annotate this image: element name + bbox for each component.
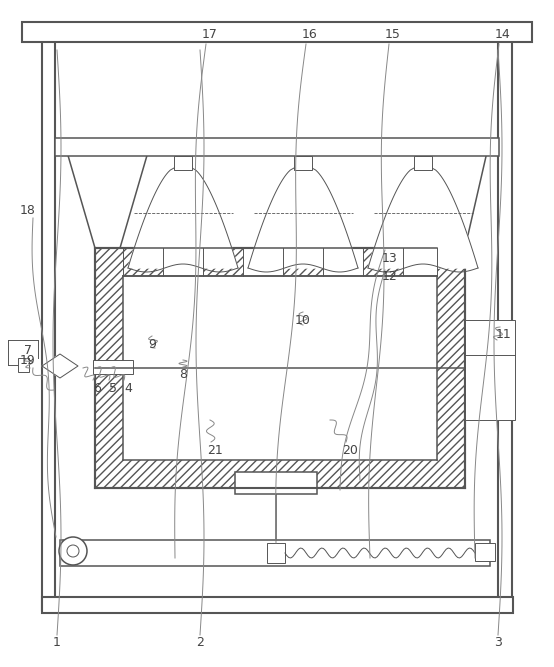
Circle shape <box>59 537 87 565</box>
Polygon shape <box>248 168 358 268</box>
Text: 20: 20 <box>342 444 358 456</box>
Bar <box>18 358 29 372</box>
Text: 3: 3 <box>494 636 502 650</box>
Bar <box>465 320 515 420</box>
Bar <box>403 248 437 276</box>
Text: 14: 14 <box>495 29 511 41</box>
Polygon shape <box>67 152 148 248</box>
Text: 15: 15 <box>385 29 401 41</box>
Text: 9: 9 <box>148 338 156 350</box>
Circle shape <box>67 545 79 557</box>
Bar <box>42 597 513 613</box>
Text: 17: 17 <box>202 29 218 41</box>
Bar <box>163 248 203 276</box>
Text: 12: 12 <box>382 271 398 283</box>
Text: 10: 10 <box>295 313 311 327</box>
Bar <box>267 543 285 563</box>
Bar <box>95 248 465 488</box>
Text: 2: 2 <box>196 636 204 650</box>
Text: 8: 8 <box>179 368 187 382</box>
Bar <box>93 360 133 374</box>
Text: 16: 16 <box>302 29 318 41</box>
Bar <box>123 276 437 460</box>
Text: 18: 18 <box>20 203 36 217</box>
Bar <box>323 248 363 276</box>
Polygon shape <box>368 168 478 268</box>
Polygon shape <box>420 152 487 248</box>
Text: 13: 13 <box>382 251 398 265</box>
Bar <box>22 22 532 42</box>
Bar <box>414 156 432 170</box>
Bar <box>235 472 317 494</box>
Bar <box>498 30 512 610</box>
Text: 19: 19 <box>20 354 36 366</box>
Polygon shape <box>128 168 238 268</box>
Text: 7: 7 <box>24 344 32 356</box>
Text: 5: 5 <box>109 382 117 394</box>
Text: 6: 6 <box>93 382 101 394</box>
Bar <box>243 248 283 276</box>
Polygon shape <box>42 354 78 378</box>
Text: 21: 21 <box>207 444 223 456</box>
Bar <box>294 156 312 170</box>
Bar <box>475 543 495 561</box>
Bar <box>55 138 499 156</box>
Bar <box>60 540 490 566</box>
Text: 1: 1 <box>53 636 61 650</box>
Bar <box>174 156 192 170</box>
Text: 11: 11 <box>496 329 512 342</box>
Text: 4: 4 <box>124 382 132 394</box>
Bar <box>42 30 55 610</box>
